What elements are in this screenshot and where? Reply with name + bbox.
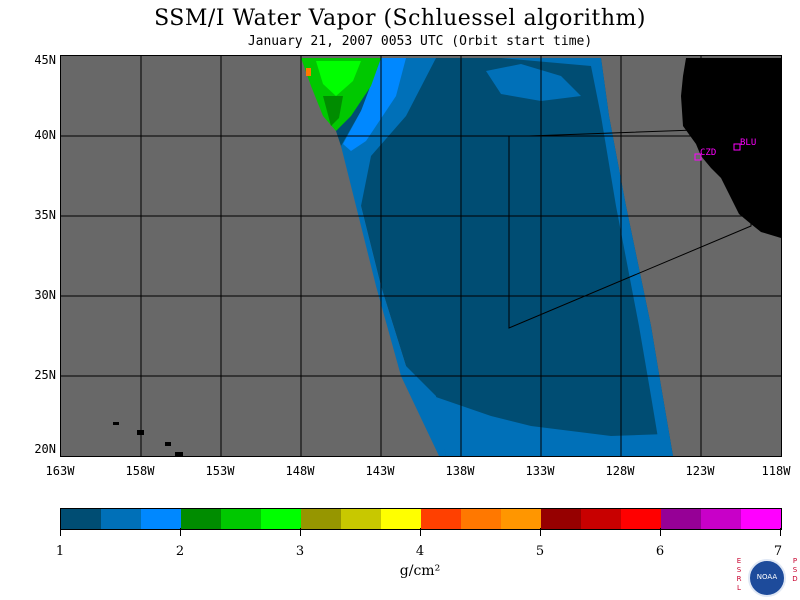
station-marker-blu xyxy=(733,143,741,151)
lon-label-123w: 123W xyxy=(685,464,715,478)
colorbar-label-1: 1 xyxy=(55,544,65,559)
colorbar-swatch xyxy=(181,509,221,529)
colorbar-units: g/cm² xyxy=(399,563,441,579)
colorbar-swatch xyxy=(381,509,421,529)
colorbar-label-6: 6 xyxy=(655,544,665,559)
logo-circle: NOAA xyxy=(748,559,786,597)
station-label-blu: BLU xyxy=(740,138,757,148)
colorbar-swatch xyxy=(621,509,661,529)
colorbar-swatch xyxy=(581,509,621,529)
colorbar-label-4: 4 xyxy=(415,544,425,559)
swath-south-band xyxy=(433,396,673,456)
lat-label-30n: 30N xyxy=(34,288,56,302)
land-hawaii-1 xyxy=(113,422,119,425)
colorbar-swatch xyxy=(141,509,181,529)
swath-edge-east xyxy=(501,58,673,456)
colorbar-tick xyxy=(780,528,781,536)
colorbar-tick xyxy=(180,528,181,536)
land-hawaii-3 xyxy=(165,442,171,446)
colorbar-tick xyxy=(660,528,661,536)
colorbar-swatch xyxy=(421,509,461,529)
colorbar-label-2: 2 xyxy=(175,544,185,559)
colorbar-label-3: 3 xyxy=(295,544,305,559)
colorbar-label-5: 5 xyxy=(535,544,545,559)
colorbar-swatch xyxy=(301,509,341,529)
colorbar-swatch xyxy=(501,509,541,529)
colorbar-swatch xyxy=(61,509,101,529)
lon-label-143w: 143W xyxy=(365,464,395,478)
colorbar-tick xyxy=(420,528,421,536)
map-subtitle: January 21, 2007 0053 UTC (Orbit start t… xyxy=(247,34,593,49)
colorbar-swatch xyxy=(221,509,261,529)
lat-lon-grid xyxy=(61,56,781,456)
region-outline xyxy=(508,127,752,329)
swath-orange-pixel xyxy=(306,68,311,76)
colorbar-swatch xyxy=(101,509,141,529)
colorbar-swatch xyxy=(461,509,501,529)
station-label-czd: CZD xyxy=(700,148,717,158)
lon-label-128w: 128W xyxy=(605,464,635,478)
colorbar-swatch xyxy=(261,509,301,529)
colorbar-label-7: 7 xyxy=(773,544,783,559)
lat-label-25n: 25N xyxy=(34,368,56,382)
lat-label-45n: 45N xyxy=(34,53,56,67)
colorbar-swatch xyxy=(701,509,741,529)
swath-bright-green xyxy=(316,61,361,96)
lon-label-133w: 133W xyxy=(525,464,555,478)
lon-label-163w: 163W xyxy=(45,464,75,478)
colorbar-swatch xyxy=(341,509,381,529)
lon-label-153w: 153W xyxy=(205,464,235,478)
lon-label-138w: 138W xyxy=(445,464,475,478)
colorbar-swatch xyxy=(661,509,701,529)
lat-label-20n: 20N xyxy=(34,442,56,456)
land-hawaii-4 xyxy=(175,452,183,456)
map-title: SSM/I Water Vapor (Schluessel algorithm) xyxy=(154,6,646,31)
swath-dark-green xyxy=(323,96,343,126)
lon-label-118w: 118W xyxy=(761,464,791,478)
swath-deep-blue xyxy=(301,58,673,456)
colorbar xyxy=(60,508,782,530)
colorbar-tick xyxy=(300,528,301,536)
colorbar-swatch xyxy=(741,509,781,529)
swath-bright-blue xyxy=(343,58,406,151)
swath-north-patch xyxy=(486,64,581,101)
land-california xyxy=(681,58,781,238)
colorbar-swatch xyxy=(541,509,581,529)
colorbar-tick xyxy=(60,528,61,536)
logo-name: NOAA xyxy=(756,573,778,581)
lon-label-158w: 158W xyxy=(125,464,155,478)
lon-label-148w: 148W xyxy=(285,464,315,478)
map-canvas xyxy=(61,56,781,456)
colorbar-tick xyxy=(540,528,541,536)
lat-label-35n: 35N xyxy=(34,208,56,222)
water-vapor-map xyxy=(60,55,782,457)
swath-edge-west xyxy=(341,58,446,456)
station-marker-czd xyxy=(694,153,702,161)
lat-label-40n: 40N xyxy=(34,128,56,142)
